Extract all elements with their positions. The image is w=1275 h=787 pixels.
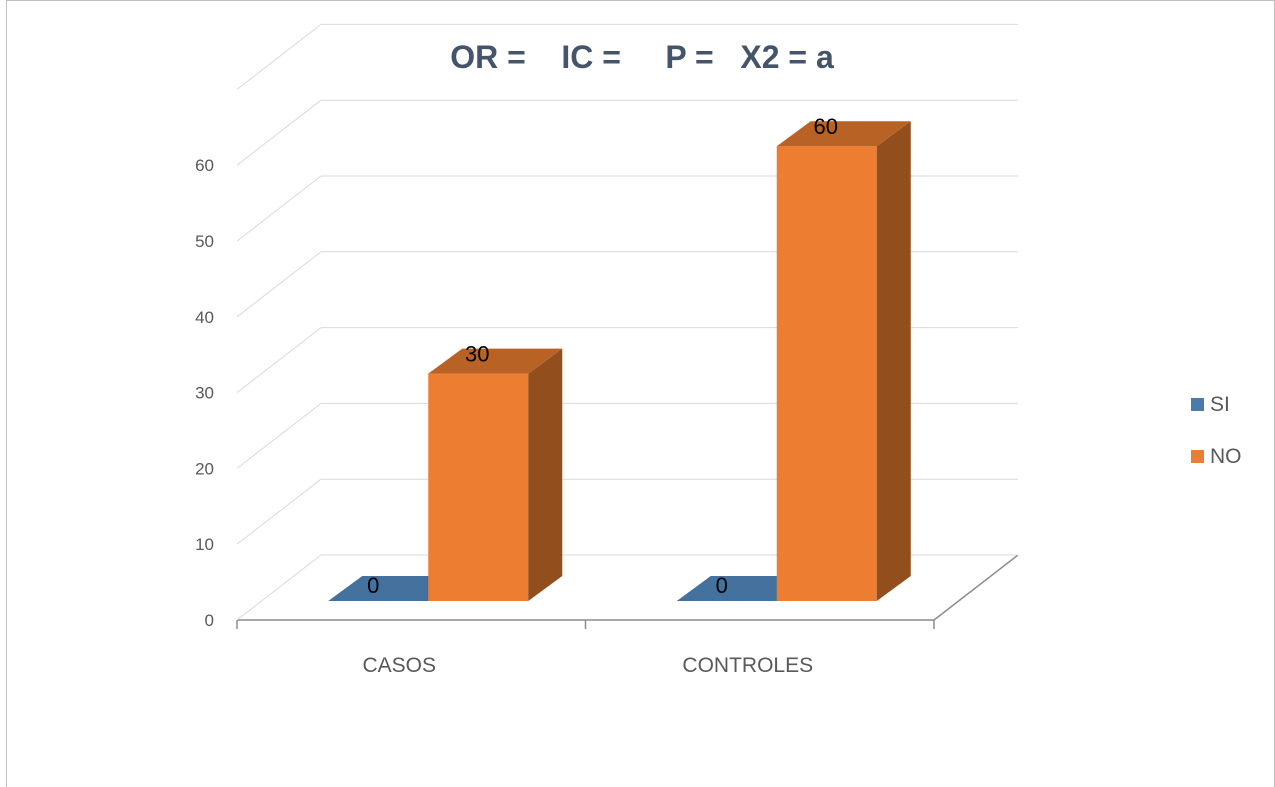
y-tick-label-10: 10 [195,535,214,554]
floor-right-edge [933,554,1019,621]
legend-swatch-no [1191,450,1204,463]
side-gridline-20 [236,403,322,469]
side-gridline-50 [236,175,322,242]
legend-swatch-si [1191,398,1204,411]
x-label-controles: CONTROLES [682,654,813,677]
y-tick-label-30: 30 [195,384,214,403]
y-tick-label-60: 60 [195,156,214,175]
side-gridline-10 [236,478,322,545]
data-label-casos-si: 0 [367,573,379,598]
legend-label-no: NO [1210,445,1242,468]
x-label-casos: CASOS [362,654,436,677]
data-label-controles-si: 0 [716,573,728,598]
data-label-casos-no: 30 [465,342,489,367]
chart-title: OR = IC = P = X2 = a [450,39,834,75]
bar-controles-no-side [876,121,911,601]
bar-casos-no [428,373,529,601]
data-label-controles-no: 60 [814,114,838,139]
y-tick-label-0: 0 [205,611,214,630]
legend: SI NO [1191,393,1242,468]
floor-left-edge [236,554,322,621]
y-tick-label-40: 40 [195,308,214,327]
y-tick-label-20: 20 [195,459,214,478]
bar-casos-no-top [428,348,563,374]
bar-casos-no-side [528,348,563,601]
side-gridline-30 [236,327,322,393]
bars [328,121,911,601]
side-gridline-40 [236,251,322,318]
legend-label-si: SI [1210,393,1230,416]
side-gridline-60 [236,99,322,166]
bar-controles-no-top [776,121,911,147]
x-axis-labels: CASOS CONTROLES [236,620,935,677]
data-labels: 0 30 0 60 [367,114,838,598]
y-axis-ticks: 0 10 20 30 40 50 60 [195,156,214,630]
y-tick-label-50: 50 [195,232,214,251]
bar-controles-no [776,146,877,601]
side-gridline-top [236,24,322,90]
